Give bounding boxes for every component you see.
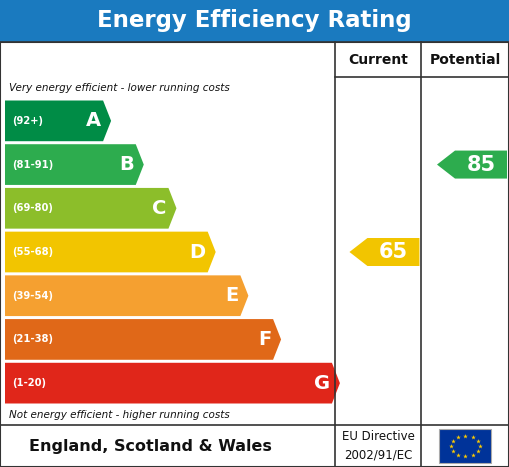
Text: B: B (119, 155, 134, 174)
Text: Potential: Potential (430, 52, 501, 66)
Text: E: E (225, 286, 238, 305)
Polygon shape (350, 238, 419, 266)
Text: 85: 85 (466, 155, 496, 175)
Polygon shape (5, 144, 144, 185)
Polygon shape (5, 232, 216, 272)
Text: EU Directive
2002/91/EC: EU Directive 2002/91/EC (342, 431, 415, 461)
Text: (39-54): (39-54) (12, 291, 53, 301)
Bar (0, 0, 509, 42)
Text: Not energy efficient - higher running costs: Not energy efficient - higher running co… (9, 410, 230, 420)
Polygon shape (5, 188, 177, 229)
Text: (81-91): (81-91) (12, 160, 53, 170)
Text: (69-80): (69-80) (12, 203, 53, 213)
Text: Very energy efficient - lower running costs: Very energy efficient - lower running co… (9, 83, 230, 93)
Text: England, Scotland & Wales: England, Scotland & Wales (30, 439, 272, 453)
Bar (439, 429, 491, 463)
Text: (1-20): (1-20) (12, 378, 46, 388)
Polygon shape (437, 150, 507, 178)
Text: (92+): (92+) (12, 116, 43, 126)
Polygon shape (5, 363, 340, 403)
Text: 65: 65 (379, 242, 408, 262)
Polygon shape (5, 100, 111, 141)
Text: A: A (86, 111, 101, 130)
Text: G: G (314, 374, 330, 393)
Text: Current: Current (348, 52, 408, 66)
Text: C: C (152, 199, 166, 218)
Text: (55-68): (55-68) (12, 247, 53, 257)
Text: F: F (258, 330, 271, 349)
Polygon shape (5, 276, 248, 316)
Polygon shape (5, 319, 281, 360)
Text: Energy Efficiency Rating: Energy Efficiency Rating (97, 9, 412, 33)
Text: D: D (189, 242, 206, 262)
Text: (21-38): (21-38) (12, 334, 53, 345)
